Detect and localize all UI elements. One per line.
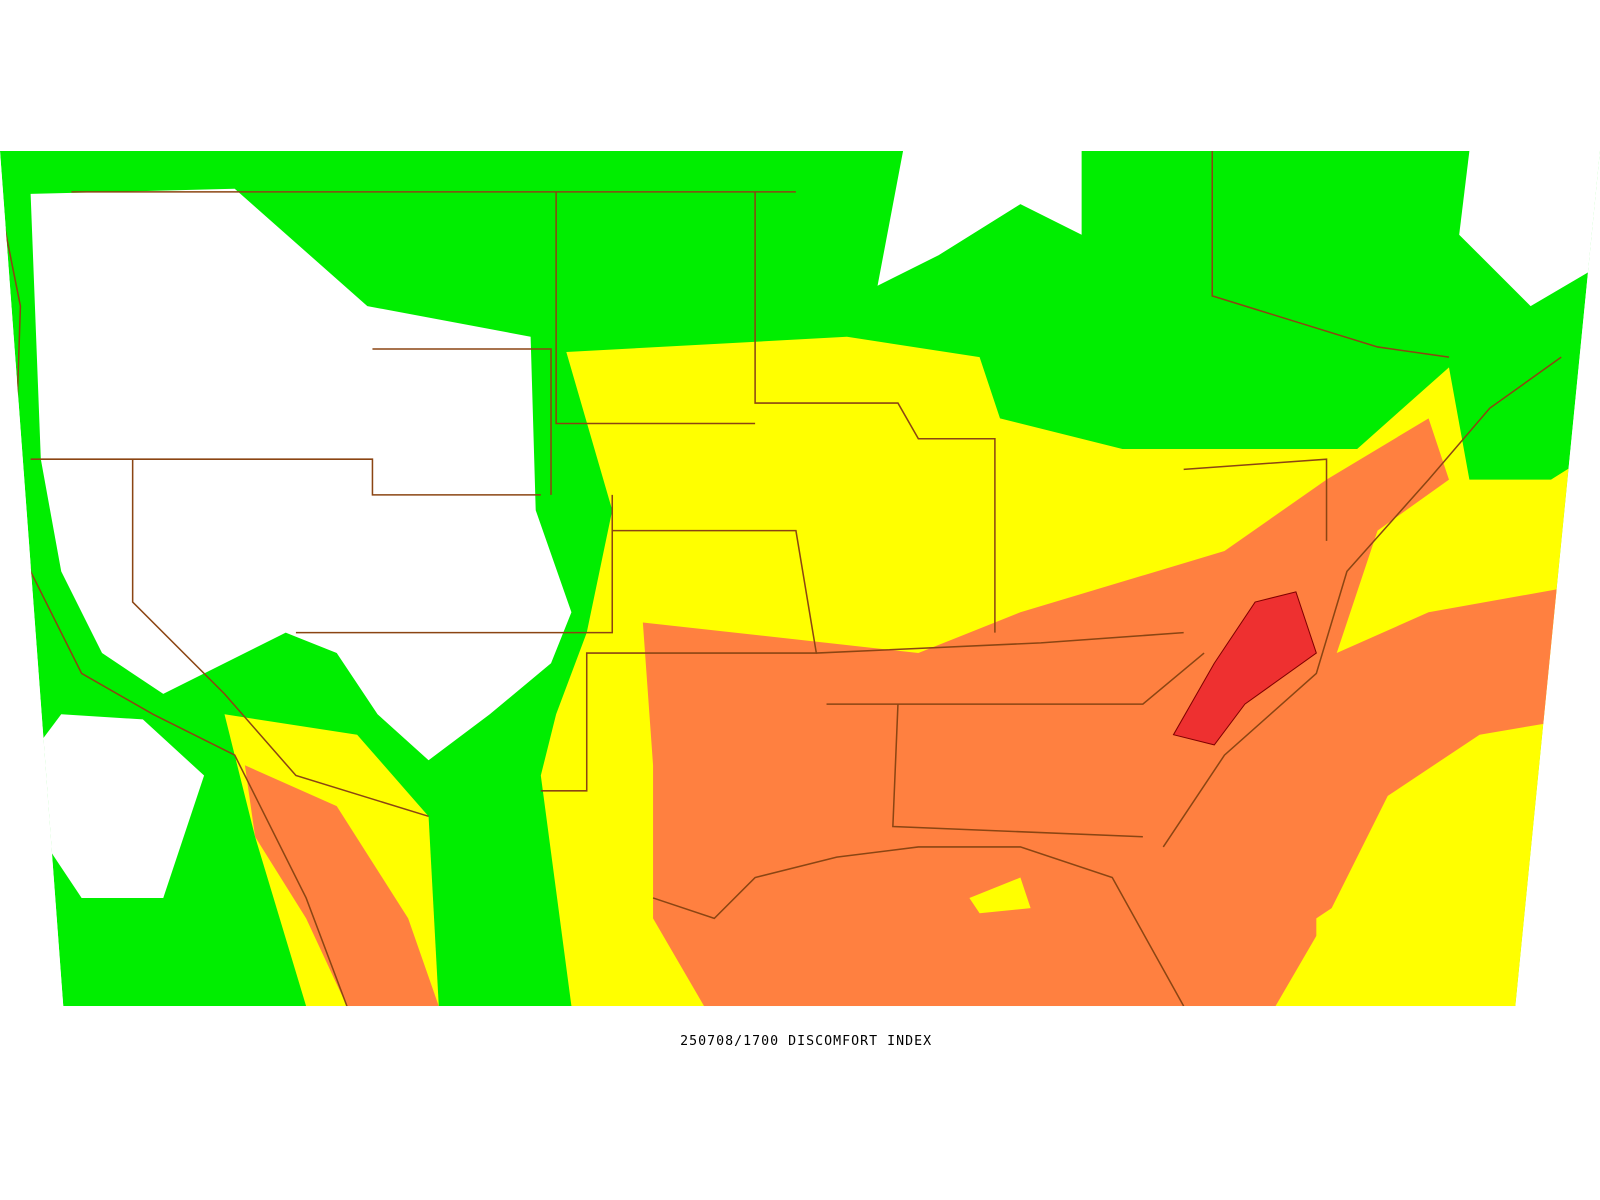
border [754,191,996,633]
border [1162,356,1562,848]
border [372,348,552,495]
border [652,846,1185,1007]
border [816,631,1184,654]
border [1211,151,1450,358]
map-field [0,151,1600,1007]
red-zone [1172,591,1317,746]
yellow-zone [1316,846,1516,1007]
border [131,459,429,818]
border [540,529,818,792]
yellow-zone [969,877,1031,914]
border [555,191,756,425]
white-zone [877,151,1082,286]
border [30,458,541,496]
white-zone [30,188,572,761]
border [0,203,348,1007]
border [295,494,614,634]
border [1183,458,1328,541]
white-zone [1459,151,1600,307]
state-borders [0,151,1562,1007]
border [892,704,1143,838]
orange-zone [244,765,439,1007]
orange-zone [642,418,1600,1007]
white-zone [15,714,205,898]
map-caption: 250708/1700 DISCOMFORT INDEX [680,1034,932,1049]
border [826,652,1205,705]
